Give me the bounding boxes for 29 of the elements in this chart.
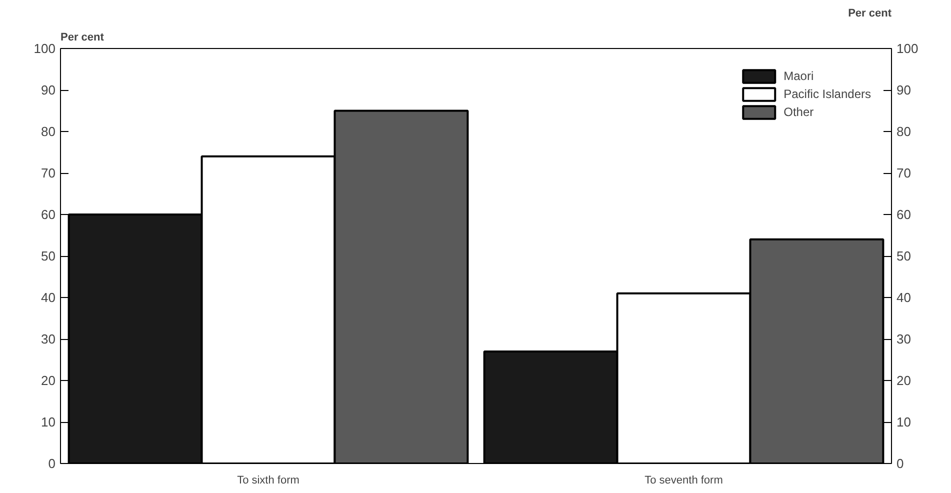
y-tick-label: 70 <box>41 166 56 180</box>
y-tick-label: 0 <box>48 456 56 471</box>
y-axis-title: Per cent <box>60 32 104 44</box>
y-tick-label: 20 <box>41 373 56 388</box>
y-tick-label: 80 <box>41 124 56 139</box>
y2-tick-label: 40 <box>896 290 911 305</box>
y2-tick-label: 90 <box>896 82 911 98</box>
y2-tick-label: 0 <box>896 456 904 471</box>
y-tick-label: 60 <box>41 207 56 222</box>
legend-label: Maori <box>784 69 814 83</box>
y2-tick-label: 10 <box>896 414 911 430</box>
x-tick-label: To seventh form <box>644 474 723 486</box>
y-tick-label: 40 <box>41 290 56 305</box>
y2-tick-label: 30 <box>896 332 911 346</box>
y2-axis-title: Per cent <box>848 8 892 20</box>
y-tick-label: 100 <box>34 41 56 56</box>
y2-tick-label: 100 <box>896 41 918 56</box>
legend-label: Pacific Islanders <box>784 87 871 101</box>
y-tick-label: 30 <box>41 332 56 346</box>
y2-tick-label: 60 <box>896 207 911 222</box>
x-tick-label: To sixth form <box>237 474 300 486</box>
y-tick-label: 90 <box>41 82 56 98</box>
y-tick-label: 50 <box>41 248 56 264</box>
y-tick-label: 10 <box>41 414 56 430</box>
y2-tick-label: 20 <box>896 373 911 388</box>
y2-tick-label: 50 <box>896 248 911 264</box>
y2-tick-label: 70 <box>896 166 911 180</box>
legend-label: Other <box>784 105 814 119</box>
y2-tick-label: 80 <box>896 124 911 139</box>
